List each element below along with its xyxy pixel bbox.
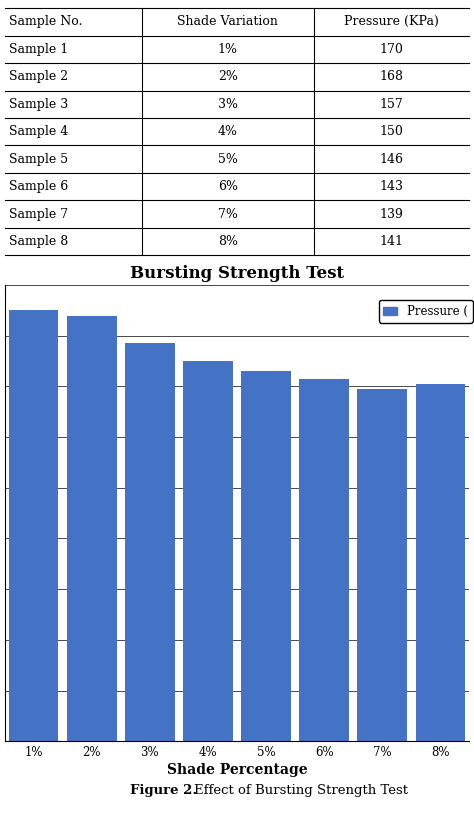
Bar [183, 361, 233, 741]
Text: 2%: 2% [218, 71, 237, 83]
Text: 6%: 6% [218, 180, 237, 193]
Bar [241, 372, 291, 741]
Bar [9, 311, 58, 741]
Text: Sample 7: Sample 7 [9, 208, 69, 220]
Text: 141: 141 [380, 235, 403, 248]
Legend: Pressure (: Pressure ( [379, 300, 473, 322]
Text: 4%: 4% [218, 125, 237, 138]
Bar [300, 379, 349, 741]
Bar [357, 389, 407, 741]
Text: Sample 1: Sample 1 [9, 43, 69, 56]
Text: 1%: 1% [218, 43, 237, 56]
Text: 168: 168 [380, 71, 403, 83]
X-axis label: Shade Percentage: Shade Percentage [167, 763, 307, 778]
Bar [125, 344, 174, 741]
Text: Sample No.: Sample No. [9, 16, 83, 29]
Text: Sample 6: Sample 6 [9, 180, 69, 193]
Text: Effect of Bursting Strength Test: Effect of Bursting Strength Test [177, 783, 408, 797]
Title: Bursting Strength Test: Bursting Strength Test [130, 266, 344, 282]
Text: Shade Variation: Shade Variation [177, 16, 278, 29]
Text: 139: 139 [380, 208, 403, 220]
Text: 143: 143 [380, 180, 403, 193]
Text: Pressure (KPa): Pressure (KPa) [344, 16, 439, 29]
Text: 3%: 3% [218, 98, 237, 111]
Text: 146: 146 [380, 153, 403, 166]
Text: Sample 4: Sample 4 [9, 125, 69, 138]
Text: Sample 3: Sample 3 [9, 98, 69, 111]
Text: Sample 5: Sample 5 [9, 153, 69, 166]
Text: 8%: 8% [218, 235, 237, 248]
Text: 170: 170 [380, 43, 403, 56]
Bar [67, 316, 117, 741]
Text: 7%: 7% [218, 208, 237, 220]
Text: Sample 8: Sample 8 [9, 235, 69, 248]
Text: Figure 2.: Figure 2. [130, 783, 197, 797]
Text: Sample 2: Sample 2 [9, 71, 69, 83]
Text: 5%: 5% [218, 153, 237, 166]
Bar [416, 384, 465, 741]
Text: 157: 157 [380, 98, 403, 111]
Text: 150: 150 [380, 125, 403, 138]
